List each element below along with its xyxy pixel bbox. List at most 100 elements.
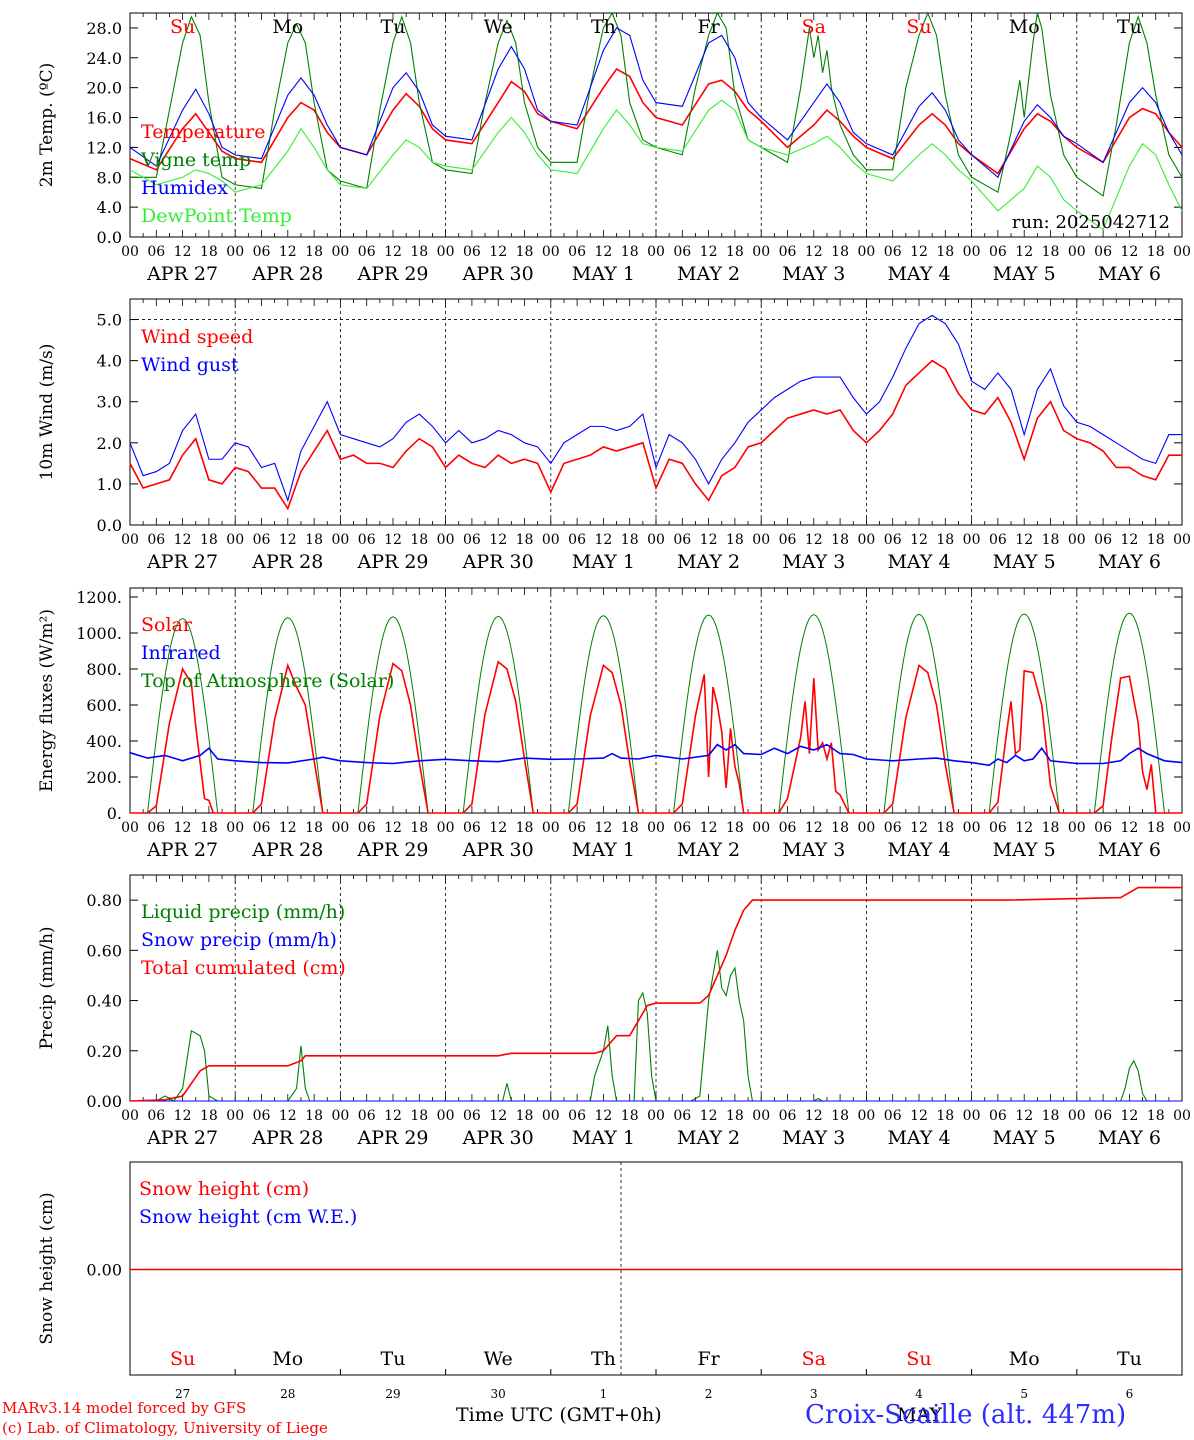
hour-label: 18 bbox=[831, 820, 849, 836]
hour-label: 00 bbox=[1068, 820, 1086, 836]
date-label: MAY 2 bbox=[677, 1127, 740, 1149]
y-tick-label: 200. bbox=[86, 768, 122, 787]
panel-1: 00 06 12 18 00 06 12 18 00 06 12 18 00 06 12 18 00 06 12 18… bbox=[37, 11, 1191, 285]
y-tick-label: 16.0 bbox=[86, 109, 122, 128]
date-label: MAY 6 bbox=[1098, 263, 1161, 285]
hour-label: 00 bbox=[963, 820, 981, 836]
hour-label: 12 bbox=[384, 532, 402, 548]
hour-label: 18 bbox=[200, 1108, 218, 1124]
weekday-label: Sa bbox=[802, 1348, 826, 1370]
date-label: MAY 4 bbox=[887, 839, 950, 861]
legend-entry: Top of Atmosphere (Solar) bbox=[141, 670, 394, 692]
hour-label: 12 bbox=[174, 244, 192, 260]
hour-label: 06 bbox=[568, 244, 586, 260]
hour-label: 12 bbox=[700, 532, 718, 548]
hour-label: 18 bbox=[516, 532, 534, 548]
date-label: APR 30 bbox=[462, 839, 534, 861]
hour-label: 18 bbox=[621, 244, 639, 260]
hour-label: 12 bbox=[1015, 532, 1033, 548]
model-credit-line1: MARv3.14 model forced by GFS bbox=[2, 1399, 247, 1417]
hour-label: 06 bbox=[884, 1108, 902, 1124]
date-label: MAY 3 bbox=[782, 839, 845, 861]
hour-label: 12 bbox=[805, 244, 823, 260]
weekday-label: Mo bbox=[1009, 16, 1040, 38]
hour-label: 06 bbox=[568, 1108, 586, 1124]
hour-label: 18 bbox=[936, 820, 954, 836]
y-tick-label: 0.40 bbox=[86, 992, 122, 1011]
y-axis-label: Energy fluxes (W/m²) bbox=[37, 609, 57, 792]
model-credit-line2: (c) Lab. of Climatology, University of L… bbox=[2, 1419, 328, 1437]
hour-label: 12 bbox=[174, 1108, 192, 1124]
hour-label: 18 bbox=[200, 532, 218, 548]
hour-label: 18 bbox=[200, 244, 218, 260]
y-tick-label: 0.0 bbox=[97, 516, 122, 535]
day-number-label: 5 bbox=[1020, 1387, 1028, 1401]
hour-label: 12 bbox=[384, 820, 402, 836]
weekday-label: Su bbox=[170, 1348, 195, 1370]
date-label: MAY 2 bbox=[677, 263, 740, 285]
hour-label: 06 bbox=[147, 1108, 165, 1124]
day-number-label: 27 bbox=[175, 1387, 190, 1401]
date-label: MAY 4 bbox=[887, 551, 950, 573]
y-tick-label: 800. bbox=[86, 660, 122, 679]
hour-label: 00 bbox=[963, 532, 981, 548]
hour-label: 12 bbox=[910, 244, 928, 260]
day-number-label: 30 bbox=[491, 1387, 506, 1401]
date-label: APR 27 bbox=[146, 1127, 218, 1149]
date-label: APR 29 bbox=[356, 263, 428, 285]
model-credit: MARv3.14 model forced by GFS (c) Lab. of… bbox=[2, 1398, 328, 1438]
weekday-label: Sa bbox=[802, 16, 826, 38]
date-label: APR 27 bbox=[146, 839, 218, 861]
y-tick-label: 0.60 bbox=[86, 941, 122, 960]
date-label: APR 27 bbox=[146, 551, 218, 573]
hour-label: 06 bbox=[463, 820, 481, 836]
y-tick-label: 0.80 bbox=[86, 891, 122, 910]
day-number-label: 4 bbox=[915, 1387, 923, 1401]
legend-entry: Solar bbox=[141, 614, 193, 636]
hour-label: 12 bbox=[1015, 820, 1033, 836]
hour-label: 00 bbox=[647, 820, 665, 836]
date-label: MAY 2 bbox=[677, 839, 740, 861]
series-line-wind-gust bbox=[129, 314, 1182, 503]
plot-frame bbox=[129, 12, 1183, 238]
hour-label: 18 bbox=[621, 1108, 639, 1124]
hour-label: 06 bbox=[884, 532, 902, 548]
hour-label: 00 bbox=[752, 244, 770, 260]
hour-label: 12 bbox=[805, 820, 823, 836]
date-label: MAY 5 bbox=[993, 263, 1056, 285]
hour-label: 06 bbox=[989, 820, 1007, 836]
date-label: APR 30 bbox=[462, 1127, 534, 1149]
hour-label: 06 bbox=[779, 820, 797, 836]
y-axis-label: Snow height (cm) bbox=[37, 1192, 57, 1344]
y-tick-label: 1200. bbox=[76, 588, 122, 607]
y-tick-label: 28.0 bbox=[86, 19, 122, 38]
weekday-label: Tu bbox=[381, 1348, 406, 1370]
date-label: MAY 1 bbox=[572, 1127, 635, 1149]
hour-label: 06 bbox=[253, 532, 271, 548]
date-label: MAY 4 bbox=[887, 263, 950, 285]
station-name: Croix-Scaille (alt. 447m) bbox=[805, 1400, 1127, 1430]
hour-label: 00 bbox=[226, 244, 244, 260]
hour-label: 00 bbox=[437, 532, 455, 548]
weekday-label: Su bbox=[906, 1348, 931, 1370]
hour-label: 18 bbox=[1147, 244, 1165, 260]
date-label: MAY 2 bbox=[677, 551, 740, 573]
legend-entry: Snow height (cm) bbox=[139, 1178, 309, 1200]
weekday-label: Su bbox=[906, 16, 931, 38]
hour-label: 06 bbox=[253, 244, 271, 260]
series-line-liquid-precip-mm-h- bbox=[130, 950, 1182, 1102]
legend-entry: Infrared bbox=[141, 642, 221, 664]
hour-label: 06 bbox=[568, 820, 586, 836]
y-tick-label: 1.0 bbox=[97, 475, 122, 494]
hour-label: 06 bbox=[463, 532, 481, 548]
hour-label: 00 bbox=[331, 1108, 349, 1124]
panel-4: 00 06 12 18 00 06 12 18 00 06 12 18 00 06 12 18 00 06 12 18… bbox=[37, 874, 1191, 1149]
hour-label: 18 bbox=[726, 1108, 744, 1124]
hour-label: 06 bbox=[463, 244, 481, 260]
y-tick-label: 0.0 bbox=[97, 228, 122, 247]
hour-label: 00 bbox=[647, 532, 665, 548]
date-label: APR 30 bbox=[462, 263, 534, 285]
hour-label: 12 bbox=[700, 820, 718, 836]
hour-label: 18 bbox=[621, 532, 639, 548]
hour-label: 12 bbox=[594, 244, 612, 260]
